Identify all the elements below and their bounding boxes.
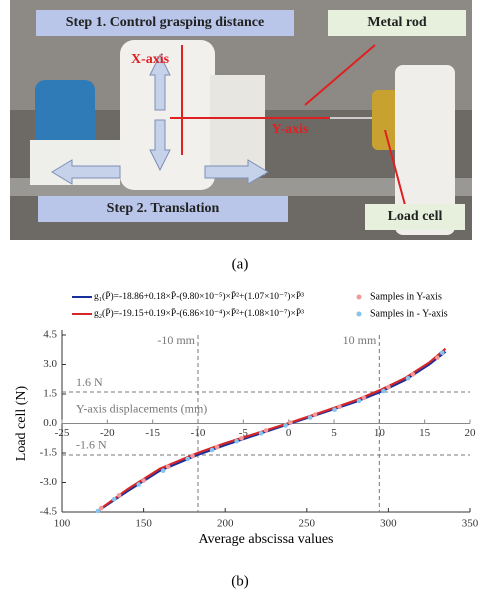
sample-point	[239, 436, 244, 441]
x2-tick-label: 0	[286, 427, 292, 439]
y-tick-label: 3.0	[43, 358, 57, 370]
legend-swatch	[357, 312, 362, 317]
sample-point	[112, 497, 117, 502]
x-tick-label: 200	[217, 518, 234, 530]
caption-a: (a)	[232, 256, 249, 272]
legend-swatch	[357, 295, 362, 300]
sample-point	[411, 372, 416, 377]
sample-point	[264, 428, 269, 433]
photo: Step 1. Control grasping distance Metal …	[10, 0, 472, 240]
sample-point	[185, 457, 190, 462]
x2-tick-label: -15	[145, 427, 160, 439]
sample-point	[386, 385, 391, 390]
y-tick-label: 4.5	[43, 329, 57, 341]
sample-point	[210, 448, 215, 453]
x2-tick-label: 15	[419, 427, 431, 439]
sample-point	[440, 350, 445, 355]
sample-point	[435, 355, 440, 360]
page: {"panel_a": {"step1": "Step 1. Control g…	[0, 0, 481, 597]
sample-point	[288, 420, 293, 425]
legend-label: g₁(P̄)=-18.86+0.18×P̄-(9.80×10⁻⁵)×P̄²+(1…	[94, 290, 304, 302]
x-tick-label: 300	[380, 518, 397, 530]
x2-tick-label: 5	[331, 427, 337, 439]
sample-point	[313, 412, 318, 417]
sample-point	[166, 464, 171, 469]
sample-point	[337, 404, 342, 409]
sample-point	[215, 445, 220, 450]
x-tick-label: 350	[462, 518, 479, 530]
sample-point	[259, 431, 264, 436]
x-axis-label: Average abscissa values	[198, 532, 333, 547]
sample-point	[136, 482, 141, 487]
legend-label: g₂(P̄)=-19.15+0.19×P̄-(6.86×10⁻⁴)×P̄²+(1…	[94, 307, 304, 319]
x-tick-label: 100	[54, 518, 71, 530]
sample-point	[406, 376, 411, 381]
x-axis-label: X-axis	[131, 52, 170, 67]
legend-label: Samples in - Y-axis	[370, 308, 448, 319]
x2-tick-label: -25	[55, 427, 70, 439]
sample-point	[308, 415, 313, 420]
y-tick-label: -1.5	[40, 447, 58, 459]
load-cell-label: Load cell	[388, 209, 443, 224]
sample-point	[161, 468, 166, 473]
gripper	[210, 75, 265, 175]
reference-label: -10 mm	[157, 333, 195, 347]
y-axis-label: Y-axis	[272, 122, 309, 137]
step2-label: Step 2. Translation	[107, 201, 220, 216]
sample-point	[234, 439, 239, 444]
y-tick-label: -4.5	[40, 506, 58, 518]
x2-axis-label: Y-axis displacements (mm)	[76, 401, 207, 415]
reference-label: 10 mm	[343, 333, 377, 347]
step1-label: Step 1. Control grasping distance	[66, 15, 264, 30]
y-axis-label: Load cell (N)	[14, 385, 29, 461]
sample-point	[190, 454, 195, 459]
sample-point	[117, 493, 122, 498]
x-tick-label: 250	[299, 518, 316, 530]
sample-point	[381, 389, 386, 394]
y-tick-label: -3.0	[40, 476, 58, 488]
sample-point	[357, 399, 362, 404]
reference-label: 1.6 N	[76, 375, 103, 389]
caption-b: (b)	[231, 573, 249, 589]
sample-point	[362, 396, 367, 401]
y-tick-label: 1.5	[43, 388, 57, 400]
sample-point	[332, 407, 337, 412]
sample-point	[141, 478, 146, 483]
x2-tick-label: 20	[465, 427, 477, 439]
figure: Step 1. Control grasping distance Metal …	[0, 0, 481, 597]
reference-label: -1.6 N	[76, 438, 107, 452]
legend-label: Samples in Y-axis	[370, 291, 442, 302]
x-tick-label: 150	[135, 518, 152, 530]
sample-point	[283, 423, 288, 428]
metal-rod-label: Metal rod	[367, 15, 426, 30]
sample-point	[96, 509, 101, 514]
